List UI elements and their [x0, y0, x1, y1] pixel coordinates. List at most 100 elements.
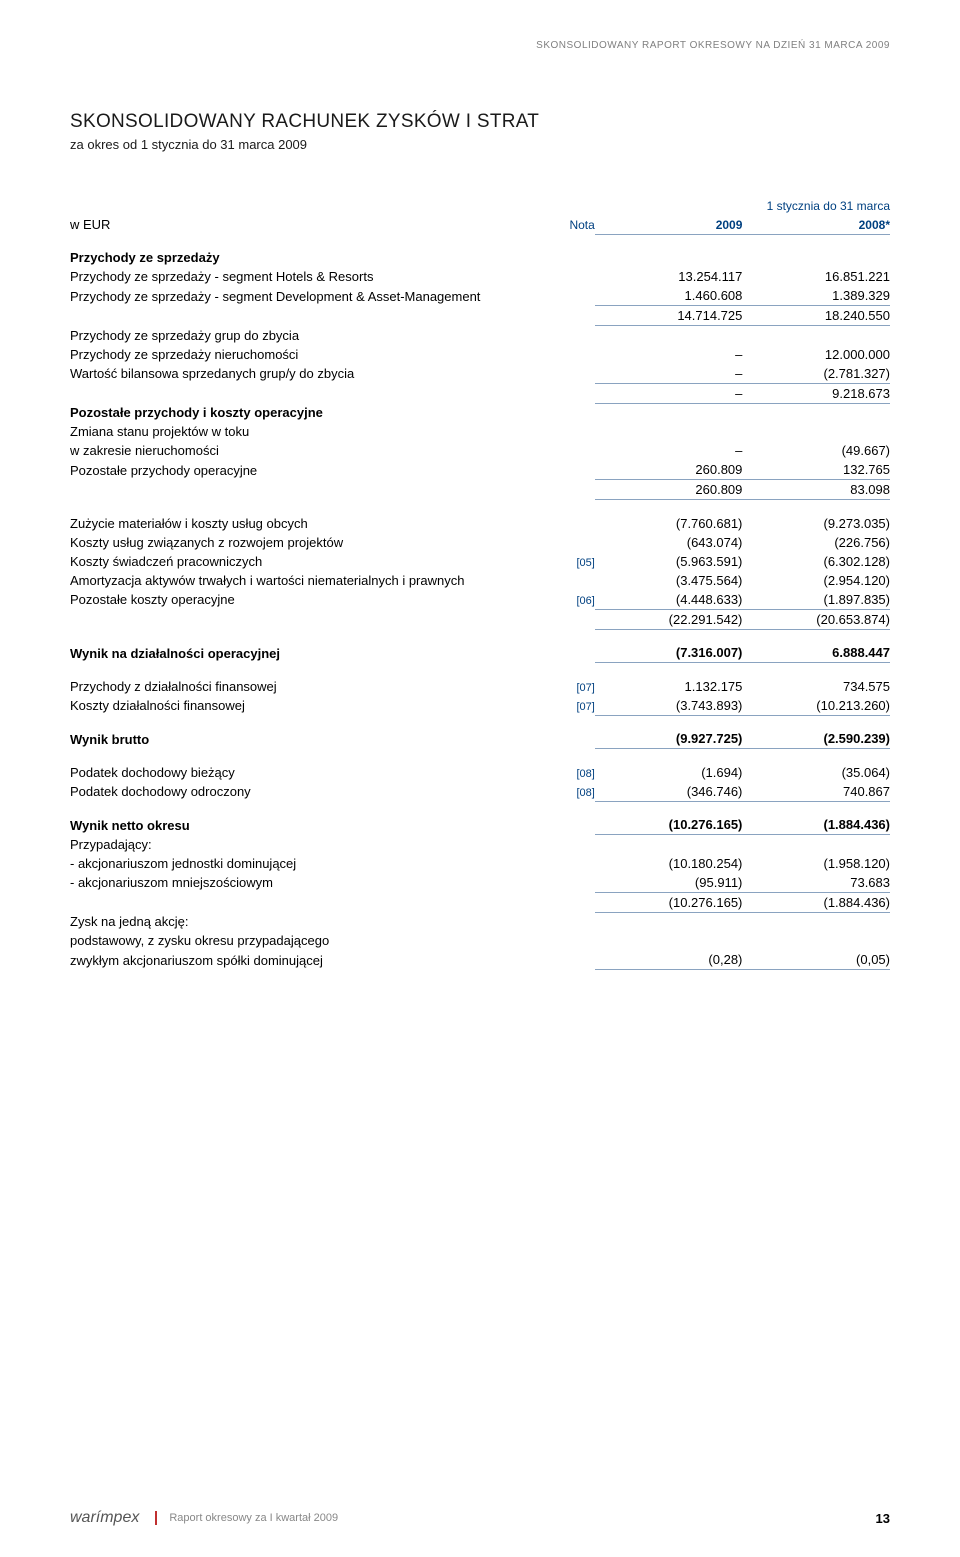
- row-value-2009: (9.927.725): [595, 729, 743, 749]
- row-value-2009: –: [595, 345, 743, 364]
- year1-header: 2009: [595, 215, 743, 234]
- row-nota: [546, 364, 595, 384]
- row-nota: [546, 854, 595, 873]
- row-value-2008: (2.590.239): [742, 729, 890, 749]
- table-row: - akcjonariuszom mniejszościowym (95.911)…: [70, 873, 890, 893]
- row-label: [70, 609, 546, 629]
- row-label: Koszty usług związanych z rozwojem proje…: [70, 533, 546, 552]
- table-row: 14.714.72518.240.550: [70, 306, 890, 326]
- income-statement-table: 1 stycznia do 31 marca w EUR Nota 2009 2…: [70, 197, 890, 970]
- row-value-2009: 14.714.725: [595, 306, 743, 326]
- row-nota: [546, 383, 595, 403]
- row-value-2008: (226.756): [742, 533, 890, 552]
- row-value-2009: (95.911): [595, 873, 743, 893]
- row-value-2009: (643.074): [595, 533, 743, 552]
- row-value-2008: 83.098: [742, 480, 890, 500]
- row-nota: [546, 835, 595, 854]
- row-value-2008: (2.954.120): [742, 571, 890, 590]
- row-value-2009: (0,28): [595, 950, 743, 970]
- row-nota: [546, 950, 595, 970]
- table-row: [70, 629, 890, 643]
- table-row: Przychody ze sprzedaży - segment Develop…: [70, 286, 890, 306]
- row-nota: [07]: [546, 677, 595, 696]
- row-label: [70, 306, 546, 326]
- row-label: Koszty działalności finansowej: [70, 696, 546, 716]
- row-nota: [546, 571, 595, 590]
- row-value-2009: (22.291.542): [595, 609, 743, 629]
- table-row: Przychody ze sprzedaży: [70, 248, 890, 267]
- row-value-2008: 132.765: [742, 460, 890, 480]
- row-value-2009: (7.760.681): [595, 514, 743, 533]
- row-value-2009: (3.743.893): [595, 696, 743, 716]
- row-nota: [546, 441, 595, 460]
- document-subtitle: za okres od 1 stycznia do 31 marca 2009: [70, 137, 890, 152]
- row-value-2009: [595, 422, 743, 441]
- row-nota: [546, 514, 595, 533]
- row-label: Wynik na działalności operacyjnej: [70, 643, 546, 663]
- row-nota: [05]: [546, 552, 595, 571]
- table-row: (22.291.542)(20.653.874): [70, 609, 890, 629]
- row-label: podstawowy, z zysku okresu przypadająceg…: [70, 931, 546, 950]
- row-value-2009: 260.809: [595, 480, 743, 500]
- row-value-2008: (1.884.436): [742, 815, 890, 835]
- table-row: Przychody ze sprzedaży grup do zbycia: [70, 326, 890, 345]
- row-label: Zużycie materiałów i koszty usług obcych: [70, 514, 546, 533]
- row-value-2008: (6.302.128): [742, 552, 890, 571]
- row-label: Pozostałe przychody operacyjne: [70, 460, 546, 480]
- table-row: Pozostałe przychody operacyjne260.809132…: [70, 460, 890, 480]
- table-row: Przychody ze sprzedaży - segment Hotels …: [70, 267, 890, 286]
- row-label: Przychody ze sprzedaży grup do zbycia: [70, 326, 546, 345]
- row-value-2008: (35.064): [742, 763, 890, 782]
- row-value-2008: [742, 835, 890, 854]
- row-label: Pozostałe przychody i koszty operacyjne: [70, 403, 546, 422]
- row-value-2009: [595, 248, 743, 267]
- row-nota: [546, 345, 595, 364]
- table-row: Zużycie materiałów i koszty usług obcych…: [70, 514, 890, 533]
- row-value-2009: (7.316.007): [595, 643, 743, 663]
- table-row: [70, 663, 890, 677]
- row-value-2008: 734.575: [742, 677, 890, 696]
- row-label: Przychody ze sprzedaży - segment Develop…: [70, 286, 546, 306]
- row-value-2009: (10.180.254): [595, 854, 743, 873]
- table-row: Pozostałe koszty operacyjne[06](4.448.63…: [70, 590, 890, 610]
- row-value-2008: [742, 403, 890, 422]
- row-nota: [546, 248, 595, 267]
- row-value-2008: [742, 931, 890, 950]
- row-value-2008: [742, 422, 890, 441]
- row-label: Wartość bilansowa sprzedanych grup/y do …: [70, 364, 546, 384]
- row-nota: [546, 931, 595, 950]
- row-label: Wynik netto okresu: [70, 815, 546, 835]
- table-row: Pozostałe przychody i koszty operacyjne: [70, 403, 890, 422]
- row-label: [70, 383, 546, 403]
- table-row: [70, 749, 890, 763]
- row-nota: [08]: [546, 782, 595, 802]
- row-nota: [546, 286, 595, 306]
- row-label: Pozostałe koszty operacyjne: [70, 590, 546, 610]
- row-value-2008: (20.653.874): [742, 609, 890, 629]
- row-label: Zysk na jedną akcję:: [70, 912, 546, 931]
- row-value-2009: [595, 835, 743, 854]
- table-row: Zmiana stanu projektów w toku: [70, 422, 890, 441]
- row-nota: [546, 892, 595, 912]
- row-value-2008: (10.213.260): [742, 696, 890, 716]
- row-label: w zakresie nieruchomości: [70, 441, 546, 460]
- table-row: Wartość bilansowa sprzedanych grup/y do …: [70, 364, 890, 384]
- row-value-2008: 73.683: [742, 873, 890, 893]
- footer-bar-icon: [155, 1511, 157, 1525]
- table-row: Wynik brutto (9.927.725)(2.590.239): [70, 729, 890, 749]
- row-value-2009: [595, 326, 743, 345]
- row-value-2008: 6.888.447: [742, 643, 890, 663]
- row-value-2008: [742, 248, 890, 267]
- row-label: Wynik brutto: [70, 729, 546, 749]
- row-value-2008: (9.273.035): [742, 514, 890, 533]
- year2-header: 2008*: [742, 215, 890, 234]
- row-nota: [546, 403, 595, 422]
- nota-header: Nota: [546, 215, 595, 234]
- table-row: –9.218.673: [70, 383, 890, 403]
- row-nota: [546, 460, 595, 480]
- table-row: Wynik na działalności operacyjnej (7.316.…: [70, 643, 890, 663]
- row-label: - akcjonariuszom mniejszościowym: [70, 873, 546, 893]
- row-value-2009: (4.448.633): [595, 590, 743, 610]
- row-nota: [546, 422, 595, 441]
- row-label: Zmiana stanu projektów w toku: [70, 422, 546, 441]
